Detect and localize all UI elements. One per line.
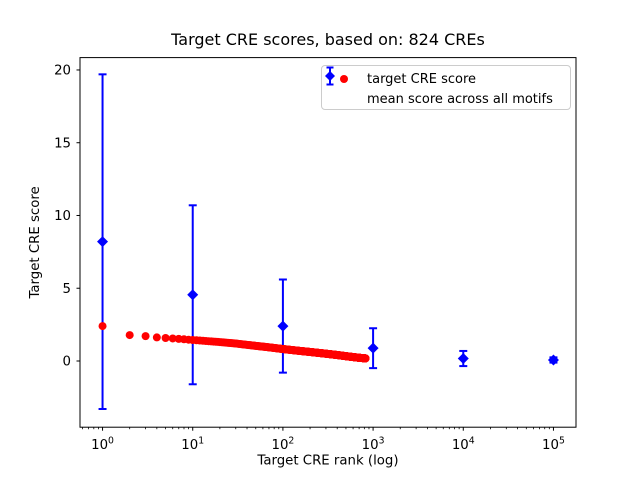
legend-row-target-score: target CRE score: [336, 69, 570, 89]
svg-text:101: 101: [181, 436, 204, 454]
mean-score-series: [97, 73, 559, 411]
y-axis-ticks: 0 5 10 15 20: [54, 64, 80, 370]
svg-text:104: 104: [452, 436, 475, 454]
svg-text:5: 5: [63, 282, 71, 297]
axes-frame: [79, 57, 577, 428]
x-axis-label: Target CRE rank (log): [256, 454, 398, 469]
legend: target CRE score mean score across all m…: [321, 65, 571, 110]
red-dot-icon: [336, 69, 352, 89]
y-axis-label: Target CRE score: [28, 186, 43, 299]
svg-text:102: 102: [271, 436, 294, 454]
legend-label-target-score: target CRE score: [367, 71, 477, 87]
legend-row-mean-score: mean score across all motifs: [325, 66, 570, 109]
target-cre-score-series: [98, 322, 370, 363]
chart-title: Target CRE scores, based on: 824 CREs: [170, 30, 485, 49]
blue-diamond-errorbar-icon: [325, 66, 352, 109]
svg-text:0: 0: [63, 355, 71, 370]
svg-text:20: 20: [54, 64, 71, 79]
svg-text:105: 105: [542, 436, 565, 454]
svg-text:10: 10: [54, 209, 71, 224]
svg-text:15: 15: [54, 136, 71, 151]
svg-text:103: 103: [362, 436, 385, 454]
svg-text:100: 100: [91, 436, 114, 454]
x-axis-ticks: 100 101 102 103 104 105: [82, 427, 565, 454]
legend-label-mean-score: mean score across all motifs: [367, 91, 553, 107]
